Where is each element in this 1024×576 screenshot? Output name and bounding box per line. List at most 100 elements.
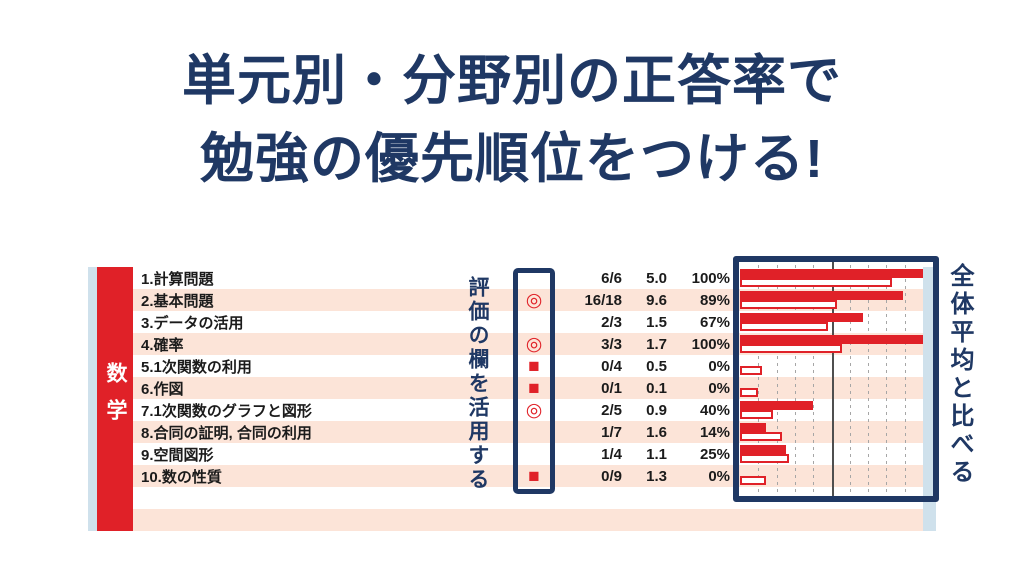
- table-row: [133, 509, 923, 531]
- table-edge-strip-left: [88, 267, 97, 531]
- gridline: [849, 265, 851, 493]
- subject-bar: 数学: [97, 267, 133, 531]
- table-row: 8.合同の証明, 合同の利用 1/7 1.6 14%: [133, 421, 923, 443]
- correct-rate: 40%: [699, 401, 730, 419]
- table-row: 2.基本問題 ◎ 16/18 9.6 89%: [133, 289, 923, 311]
- correct-rate: 67%: [699, 313, 730, 331]
- reference-line-50pct: [831, 262, 834, 496]
- table-row: 10.数の性質 ■ 0/9 1.3 0%: [133, 465, 923, 487]
- correct-count: [555, 509, 622, 531]
- gridline: [776, 265, 778, 493]
- student-rate-bar: [740, 291, 903, 300]
- correct-count: 0/1: [601, 379, 622, 397]
- average-rate-bar: [740, 278, 892, 287]
- correct-count: 16/18: [584, 291, 622, 309]
- correct-count: 2/3: [601, 313, 622, 331]
- average-correct-count: 1.7: [646, 335, 667, 353]
- correct-count: 1/7: [601, 423, 622, 441]
- average-rate-bar: [740, 344, 843, 353]
- correct-count: 6/6: [601, 269, 622, 287]
- evaluation-mark: [513, 267, 555, 289]
- gridline: [868, 265, 870, 493]
- average-rate-bar: [740, 300, 837, 309]
- table-row: 1.計算問題 6/6 5.0 100%: [133, 267, 923, 289]
- correct-count: 3/3: [601, 335, 622, 353]
- compare-note-vertical-text: 全体平均と比べる: [946, 263, 973, 487]
- eval-note-vertical-text: 評価の欄を活用する: [466, 276, 489, 492]
- student-rate-bar: [740, 423, 766, 432]
- average-rate-bar: [740, 432, 783, 441]
- average-correct-count: 0.1: [646, 379, 667, 397]
- unit-name: 7.1次関数のグラフと図形: [141, 402, 312, 420]
- unit-name: 10.数の性質: [141, 468, 222, 486]
- table-edge-strip-right: [923, 267, 936, 531]
- average-correct-count: [622, 509, 667, 531]
- average-correct-count: 0.5: [646, 357, 667, 375]
- average-correct-count: 9.6: [646, 291, 667, 309]
- eval-note-gap: [455, 509, 513, 531]
- correct-count: 1/4: [601, 445, 622, 463]
- average-correct-count: 5.0: [646, 269, 667, 287]
- score-report-table: 数学 1.計算問題 6/6 5.0 100% 2.基本問題 ◎ 16/18 9.…: [88, 256, 939, 531]
- average-rate-bar: [740, 476, 766, 485]
- gridline: [813, 265, 815, 493]
- average-correct-count: 1.5: [646, 313, 667, 331]
- table-rows: 1.計算問題 6/6 5.0 100% 2.基本問題 ◎ 16/18 9.6 8…: [133, 267, 923, 531]
- table-row: 5.1次関数の利用 ■ 0/4 0.5 0%: [133, 355, 923, 377]
- unit-name: [133, 487, 455, 509]
- average-correct-count: 1.1: [646, 445, 667, 463]
- evaluation-mark: [513, 311, 555, 333]
- correct-rate: 0%: [708, 357, 730, 375]
- table-row: 3.データの活用 2/3 1.5 67%: [133, 311, 923, 333]
- correct-rate: 89%: [699, 291, 730, 309]
- gridline: [904, 265, 906, 493]
- evaluation-mark: ■: [528, 377, 540, 399]
- average-rate-bar: [740, 388, 759, 397]
- correct-rate: 0%: [708, 467, 730, 485]
- evaluation-mark: ◎: [525, 289, 543, 311]
- table-row: 7.1次関数のグラフと図形 ◎ 2/5 0.9 40%: [133, 399, 923, 421]
- correct-rate: 100%: [691, 335, 730, 353]
- subject-label: 数学: [104, 362, 127, 436]
- average-rate-bar: [740, 454, 790, 463]
- evaluation-mark: [513, 443, 555, 465]
- evaluation-mark: ■: [528, 465, 540, 487]
- evaluation-mark: ◎: [525, 333, 543, 355]
- slide-title-line1: 単元別・分野別の正答率で: [182, 51, 842, 111]
- slide-title-line2: 勉強の優先順位をつける!: [200, 129, 824, 190]
- unit-name: 2.基本問題: [141, 292, 214, 310]
- unit-name: 1.計算問題: [141, 270, 214, 288]
- average-rate-bar: [740, 366, 762, 375]
- unit-name: 6.作図: [141, 380, 184, 398]
- evaluation-mark: [513, 509, 555, 531]
- unit-name: 4.確率: [141, 336, 184, 354]
- gridline: [758, 265, 760, 493]
- unit-name: [133, 509, 455, 531]
- bar-chart: [740, 262, 923, 496]
- evaluation-mark: ■: [528, 355, 540, 377]
- correct-rate: 14%: [699, 423, 730, 441]
- unit-name: 9.空間図形: [141, 446, 214, 464]
- student-rate-bar: [740, 401, 814, 410]
- unit-name: 8.合同の証明, 合同の利用: [141, 424, 312, 442]
- student-rate-bar: [740, 335, 923, 344]
- table-row: 4.確率 ◎ 3/3 1.7 100%: [133, 333, 923, 355]
- correct-rate: 25%: [699, 445, 730, 463]
- correct-rate: 0%: [708, 379, 730, 397]
- unit-name: 3.データの活用: [141, 314, 244, 332]
- slide-title: 単元別・分野別の正答率で 勉強の優先順位をつける!: [0, 42, 1024, 199]
- evaluation-mark: [513, 487, 555, 509]
- correct-rate: 100%: [691, 269, 730, 287]
- gridline: [794, 265, 796, 493]
- evaluation-mark: ◎: [525, 399, 543, 421]
- average-correct-count: 0.9: [646, 401, 667, 419]
- table-row: 6.作図 ■ 0/1 0.1 0%: [133, 377, 923, 399]
- student-rate-bar: [740, 313, 863, 322]
- average-correct-count: [622, 487, 667, 509]
- correct-rate: [667, 509, 730, 531]
- gridline: [886, 265, 888, 493]
- correct-count: 2/5: [601, 401, 622, 419]
- correct-count: 0/4: [601, 357, 622, 375]
- correct-count: [555, 487, 622, 509]
